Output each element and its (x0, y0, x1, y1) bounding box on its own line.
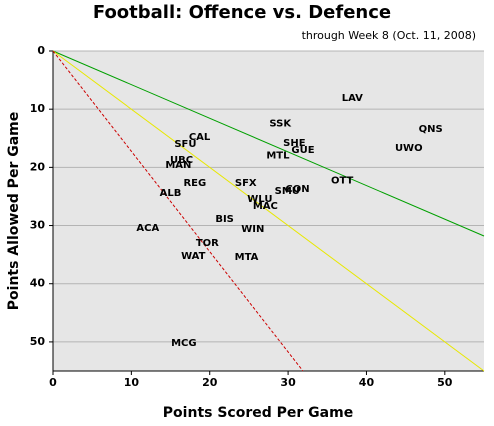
reference-line (52, 50, 485, 237)
team-point: ACA (136, 223, 159, 234)
team-point: SFU (174, 139, 196, 150)
team-point: MAN (165, 160, 191, 171)
y-tick-label: 40 (30, 277, 46, 290)
team-point: WIN (241, 224, 264, 235)
team-point: SHE (283, 138, 306, 149)
x-tick-label: 20 (202, 376, 218, 389)
team-point: WAT (181, 251, 206, 262)
chart-subtitle: through Week 8 (Oct. 11, 2008) (302, 29, 476, 42)
team-point: WLU (247, 194, 272, 205)
chart-title: Football: Offence vs. Defence (93, 2, 391, 23)
team-point: MCG (171, 338, 197, 349)
reference-line (52, 50, 485, 372)
team-point: CON (285, 184, 309, 195)
x-tick-label: 10 (124, 376, 140, 389)
x-tick-label: 30 (280, 376, 296, 389)
team-point: CAL (189, 132, 211, 143)
team-point: MAC (253, 201, 278, 212)
x-tick-label: 50 (437, 376, 453, 389)
team-point: UBC (170, 155, 193, 166)
team-point: MTA (235, 252, 259, 263)
team-point: OTT (331, 176, 354, 187)
team-point: MTL (266, 151, 290, 162)
y-tick-label: 50 (30, 335, 46, 348)
x-tick-label: 0 (49, 376, 57, 389)
y-axis-label: Points Allowed Per Game (6, 112, 22, 310)
y-tick-label: 0 (37, 44, 45, 57)
team-point: LAV (342, 93, 363, 104)
team-point: SSK (269, 119, 292, 130)
team-point: QNS (419, 124, 443, 135)
x-tick-label: 40 (359, 376, 375, 389)
team-point: UWO (395, 143, 423, 154)
x-axis-label: Points Scored Per Game (163, 405, 353, 421)
team-point: REG (183, 178, 206, 189)
team-point: TOR (196, 238, 219, 249)
team-point: BIS (215, 214, 234, 225)
reference-line (52, 50, 304, 372)
team-point: GUE (291, 145, 314, 156)
team-point: SMU (275, 186, 300, 197)
team-point: SFX (235, 178, 257, 189)
y-tick-label: 10 (30, 102, 46, 115)
team-point: ALB (160, 188, 182, 199)
y-tick-label: 30 (30, 219, 46, 232)
y-tick-label: 20 (30, 160, 46, 173)
